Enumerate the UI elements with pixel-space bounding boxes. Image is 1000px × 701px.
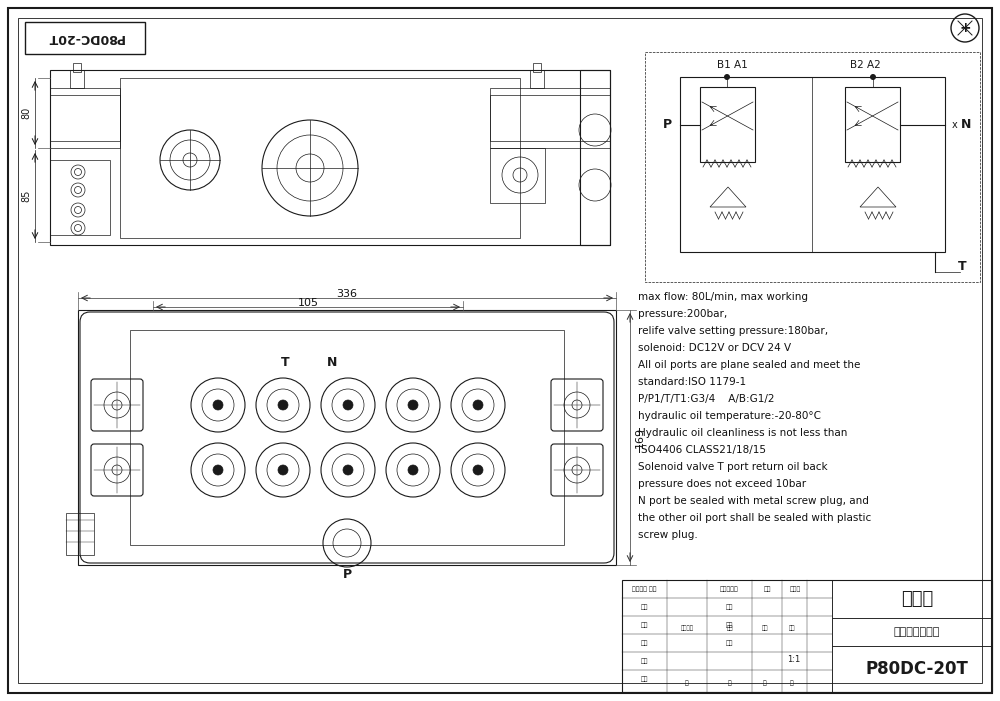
Circle shape (213, 400, 223, 410)
Text: 85: 85 (21, 190, 31, 202)
Text: max flow: 80L/min, max working: max flow: 80L/min, max working (638, 292, 808, 302)
Circle shape (213, 465, 223, 475)
Text: 重量: 重量 (762, 625, 768, 631)
Text: 制图: 制图 (640, 622, 648, 628)
Text: 拟制批准 标记: 拟制批准 标记 (632, 586, 656, 592)
Text: P80DC-20T: P80DC-20T (866, 660, 968, 678)
Text: P80DC-20T: P80DC-20T (46, 32, 124, 44)
Text: 校对: 校对 (640, 640, 648, 646)
Bar (832, 646, 992, 692)
Bar (490, 148, 545, 203)
Bar (50, 88, 120, 148)
Text: 审定: 审定 (640, 676, 648, 682)
Text: 外形图: 外形图 (901, 590, 933, 608)
Text: hydraulic oil temperature:-20-80°C: hydraulic oil temperature:-20-80°C (638, 411, 821, 421)
Bar (120, 78, 520, 238)
Bar (533, 63, 541, 72)
Text: B1 A1: B1 A1 (717, 60, 747, 70)
Text: 比例: 比例 (789, 625, 795, 631)
Circle shape (278, 400, 288, 410)
Bar (73, 63, 81, 72)
Circle shape (724, 74, 730, 80)
Text: pressure:200bar,: pressure:200bar, (638, 309, 727, 319)
Text: B2 A2: B2 A2 (850, 60, 880, 70)
Circle shape (278, 465, 288, 475)
Bar (845, 87, 900, 162)
Bar (70, 70, 84, 88)
Text: screw plug.: screw plug. (638, 530, 698, 540)
Text: 更改文件号: 更改文件号 (720, 586, 738, 592)
Text: 量: 量 (728, 680, 732, 686)
Bar (78, 310, 616, 565)
Text: P: P (342, 569, 352, 582)
Text: 电磁控制多路阀: 电磁控制多路阀 (894, 627, 940, 637)
Circle shape (870, 74, 876, 80)
Bar (680, 77, 945, 252)
Text: 审核: 审核 (640, 658, 648, 664)
Text: 105: 105 (298, 298, 318, 308)
Bar (832, 618, 992, 646)
Text: 年月日: 年月日 (789, 586, 801, 592)
Bar (832, 580, 992, 618)
Bar (530, 70, 544, 88)
Text: N port be sealed with metal screw plug, and: N port be sealed with metal screw plug, … (638, 496, 869, 506)
Text: solenoid: DC12V or DCV 24 V: solenoid: DC12V or DCV 24 V (638, 343, 791, 353)
Text: 签名: 签名 (763, 586, 771, 592)
Text: x: x (952, 120, 958, 130)
Circle shape (343, 465, 353, 475)
Text: All oil ports are plane sealed and meet the: All oil ports are plane sealed and meet … (638, 360, 860, 370)
Bar (50, 160, 110, 235)
Bar (25, 22, 145, 54)
Text: 336: 336 (336, 289, 358, 299)
Text: Hydraulic oil cleanliness is not less than: Hydraulic oil cleanliness is not less th… (638, 428, 847, 438)
Text: N: N (961, 118, 971, 132)
Text: Solenoid valve T port return oil back: Solenoid valve T port return oil back (638, 462, 828, 472)
Text: standard:ISO 1179-1: standard:ISO 1179-1 (638, 377, 746, 387)
Text: pressure does not exceed 10bar: pressure does not exceed 10bar (638, 479, 806, 489)
Bar (580, 70, 610, 245)
Text: 1:1: 1:1 (787, 655, 801, 665)
Text: 80: 80 (21, 107, 31, 119)
Text: ISO4406 CLASS21/18/15: ISO4406 CLASS21/18/15 (638, 445, 766, 455)
Bar (622, 580, 992, 692)
Text: 设计: 设计 (640, 604, 648, 610)
Text: 169: 169 (635, 426, 645, 447)
Bar (66, 513, 94, 555)
Text: +: + (959, 21, 971, 35)
Bar (50, 70, 610, 245)
Circle shape (473, 400, 483, 410)
Bar (700, 87, 755, 162)
Bar (490, 95, 610, 141)
Text: P: P (662, 118, 672, 132)
Text: 量: 量 (790, 680, 794, 686)
Text: 批准标记: 批准标记 (680, 625, 694, 631)
Bar (50, 95, 120, 141)
Text: relife valve setting pressure:180bar,: relife valve setting pressure:180bar, (638, 326, 828, 336)
Text: 描图: 描图 (725, 622, 733, 628)
Text: 声: 声 (685, 680, 689, 686)
Circle shape (408, 400, 418, 410)
Text: T: T (281, 355, 289, 369)
Circle shape (473, 465, 483, 475)
Text: 量: 量 (763, 680, 767, 686)
Text: 底图: 底图 (725, 640, 733, 646)
Circle shape (343, 400, 353, 410)
Circle shape (408, 465, 418, 475)
Bar (490, 88, 610, 148)
Text: the other oil port shall be sealed with plastic: the other oil port shall be sealed with … (638, 513, 871, 523)
Text: T: T (958, 261, 966, 273)
Text: 数量: 数量 (727, 625, 733, 631)
Text: 工艺: 工艺 (725, 604, 733, 610)
Bar (130, 330, 564, 545)
Text: N: N (327, 355, 337, 369)
Bar (645, 52, 980, 282)
Text: P/P1/T/T1:G3/4    A/B:G1/2: P/P1/T/T1:G3/4 A/B:G1/2 (638, 394, 774, 404)
